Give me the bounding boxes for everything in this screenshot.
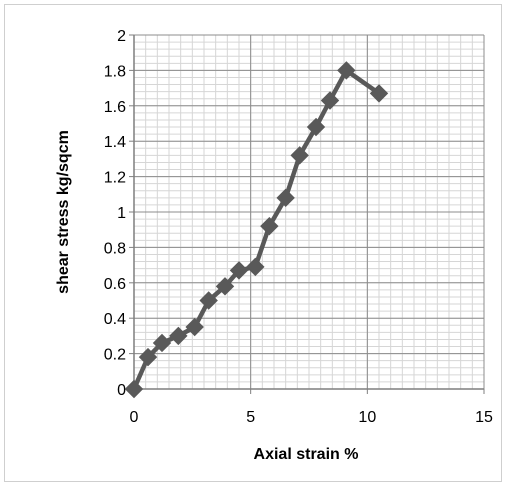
- series-line: [131, 68, 381, 390]
- y-axis-title: shear stress kg/sqcm: [55, 130, 72, 294]
- data-point-marker: [260, 216, 279, 236]
- data-point-marker: [337, 61, 356, 80]
- y-tick-label: 0.8: [104, 240, 126, 257]
- data-point-marker: [152, 333, 172, 353]
- data-point-marker: [199, 291, 218, 310]
- data-point-marker: [138, 347, 158, 367]
- y-tick-label: 1.8: [104, 63, 126, 80]
- data-point-marker: [124, 379, 144, 399]
- data-markers: [124, 61, 389, 399]
- x-axis-title: Axial strain %: [254, 446, 359, 463]
- data-point-marker: [215, 277, 235, 296]
- y-tick-labels: 0 0.2 0.4 0.6 0.8 1 1.2 1.4 1.6 1.8 2: [104, 28, 126, 399]
- data-point-marker: [169, 326, 188, 346]
- x-tick-label: 0: [130, 409, 139, 426]
- chart-frame: [4, 4, 502, 482]
- y-tick-label: 1: [117, 205, 126, 222]
- axes: [129, 34, 485, 394]
- y-tick-label: 0: [117, 382, 126, 399]
- data-point-marker: [246, 257, 265, 277]
- y-tick-label: 0.4: [104, 311, 126, 328]
- y-tick-label: 1.4: [104, 134, 126, 151]
- series-polyline: [131, 68, 381, 390]
- data-point-marker: [369, 84, 389, 103]
- data-point-marker: [276, 188, 295, 208]
- y-tick-label: 0.2: [104, 347, 126, 364]
- y-tick-label: 0.6: [104, 276, 126, 293]
- data-point-marker: [290, 146, 309, 165]
- data-point-marker: [306, 117, 326, 137]
- x-tick-label: 15: [475, 409, 493, 426]
- data-point-marker: [185, 317, 204, 337]
- data-point-marker: [320, 91, 340, 110]
- data-point-marker: [229, 261, 249, 280]
- y-tick-label: 1.2: [104, 170, 126, 187]
- x-tick-label: 10: [358, 409, 376, 426]
- y-tick-label: 2: [117, 28, 126, 45]
- x-tick-labels: 0 5 10 15: [130, 409, 493, 426]
- y-tick-label: 1.6: [104, 99, 126, 116]
- x-tick-label: 5: [246, 409, 255, 426]
